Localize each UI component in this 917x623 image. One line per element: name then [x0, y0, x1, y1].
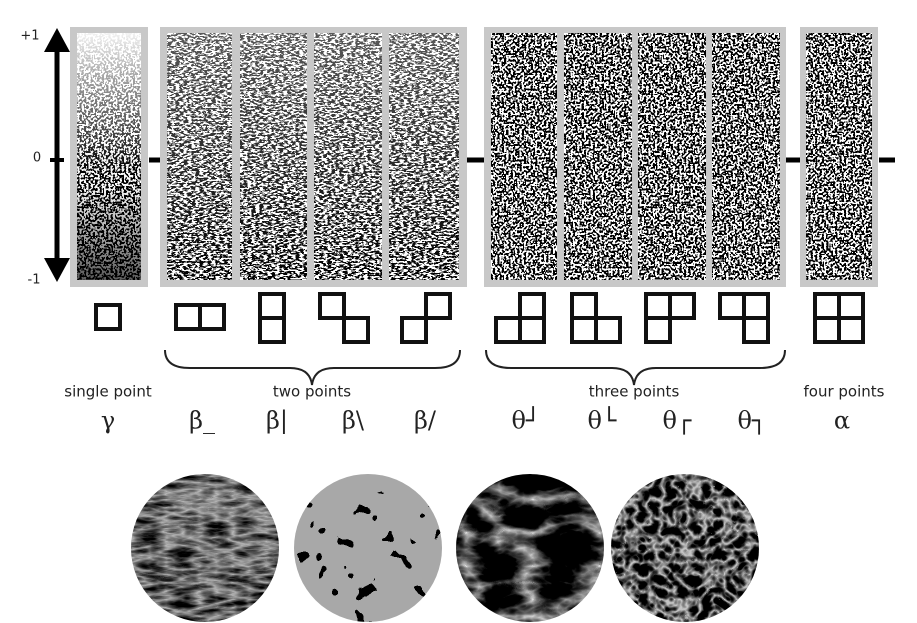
symbol: θ└ [588, 406, 617, 435]
symbol: θ┌ [663, 407, 692, 436]
texture-strip [389, 33, 459, 280]
arrow-head [44, 28, 70, 52]
symbol: α [834, 407, 850, 435]
group-label: three points [589, 383, 680, 401]
group-label: four points [804, 383, 885, 401]
texture-strip [806, 33, 872, 280]
texture-sample [456, 474, 604, 622]
texture-sample [131, 474, 279, 622]
symbol: θ┐ [738, 407, 767, 436]
symbol: γ [101, 407, 115, 435]
symbol: θ┘ [512, 406, 541, 435]
texture-strip [314, 33, 382, 280]
symbol: β\ [342, 407, 365, 435]
group-label: two points [273, 383, 351, 401]
arrow-head [44, 258, 70, 282]
axis-label: 0 [33, 151, 41, 166]
symbol: β| [266, 407, 288, 436]
texture-strip [491, 33, 557, 280]
texture-strips [77, 33, 872, 280]
brace [164, 349, 461, 386]
texture-sample [294, 474, 442, 622]
symbol: β_ [189, 407, 215, 435]
texture-strip [167, 33, 232, 280]
texture-strip [77, 33, 141, 280]
axis-label: -1 [28, 273, 41, 288]
symbol: β/ [414, 407, 437, 435]
texture-strip [564, 33, 632, 280]
texture-strip [240, 33, 307, 280]
pattern-icons [94, 292, 865, 344]
texture-strip [712, 33, 780, 280]
axis-label: +1 [20, 29, 39, 44]
texture-strip [638, 33, 706, 280]
texture-sample [611, 474, 759, 622]
brace [485, 349, 786, 386]
group-label: single point [64, 383, 152, 401]
